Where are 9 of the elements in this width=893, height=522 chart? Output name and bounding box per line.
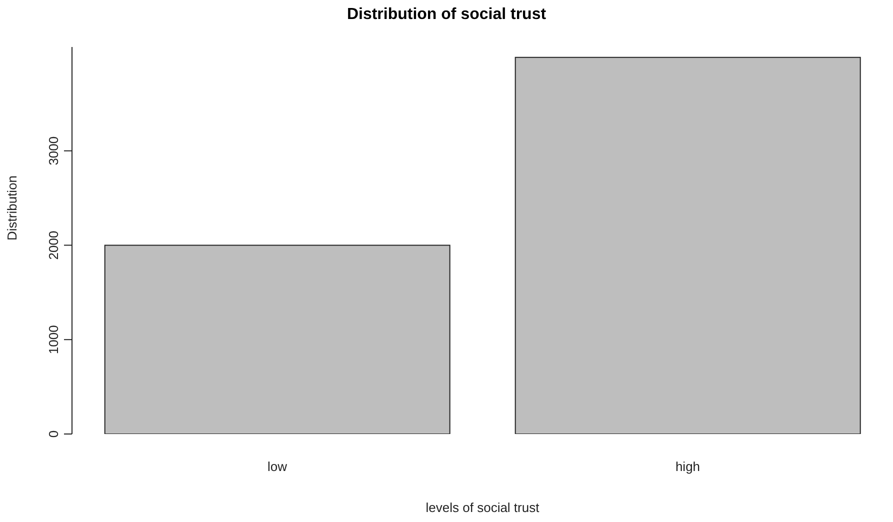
y-tick-label: 0 (46, 430, 61, 438)
y-axis-title: Distribution (4, 175, 20, 240)
x-axis-title: levels of social trust (426, 500, 540, 515)
x-tick-label: high (675, 459, 700, 474)
x-tick-label: low (267, 459, 288, 474)
y-tick-label: 2000 (46, 230, 61, 260)
y-tick-label: 3000 (46, 136, 61, 166)
y-tick-label: 1000 (46, 325, 61, 354)
chart-title: Distribution of social trust (346, 6, 548, 24)
